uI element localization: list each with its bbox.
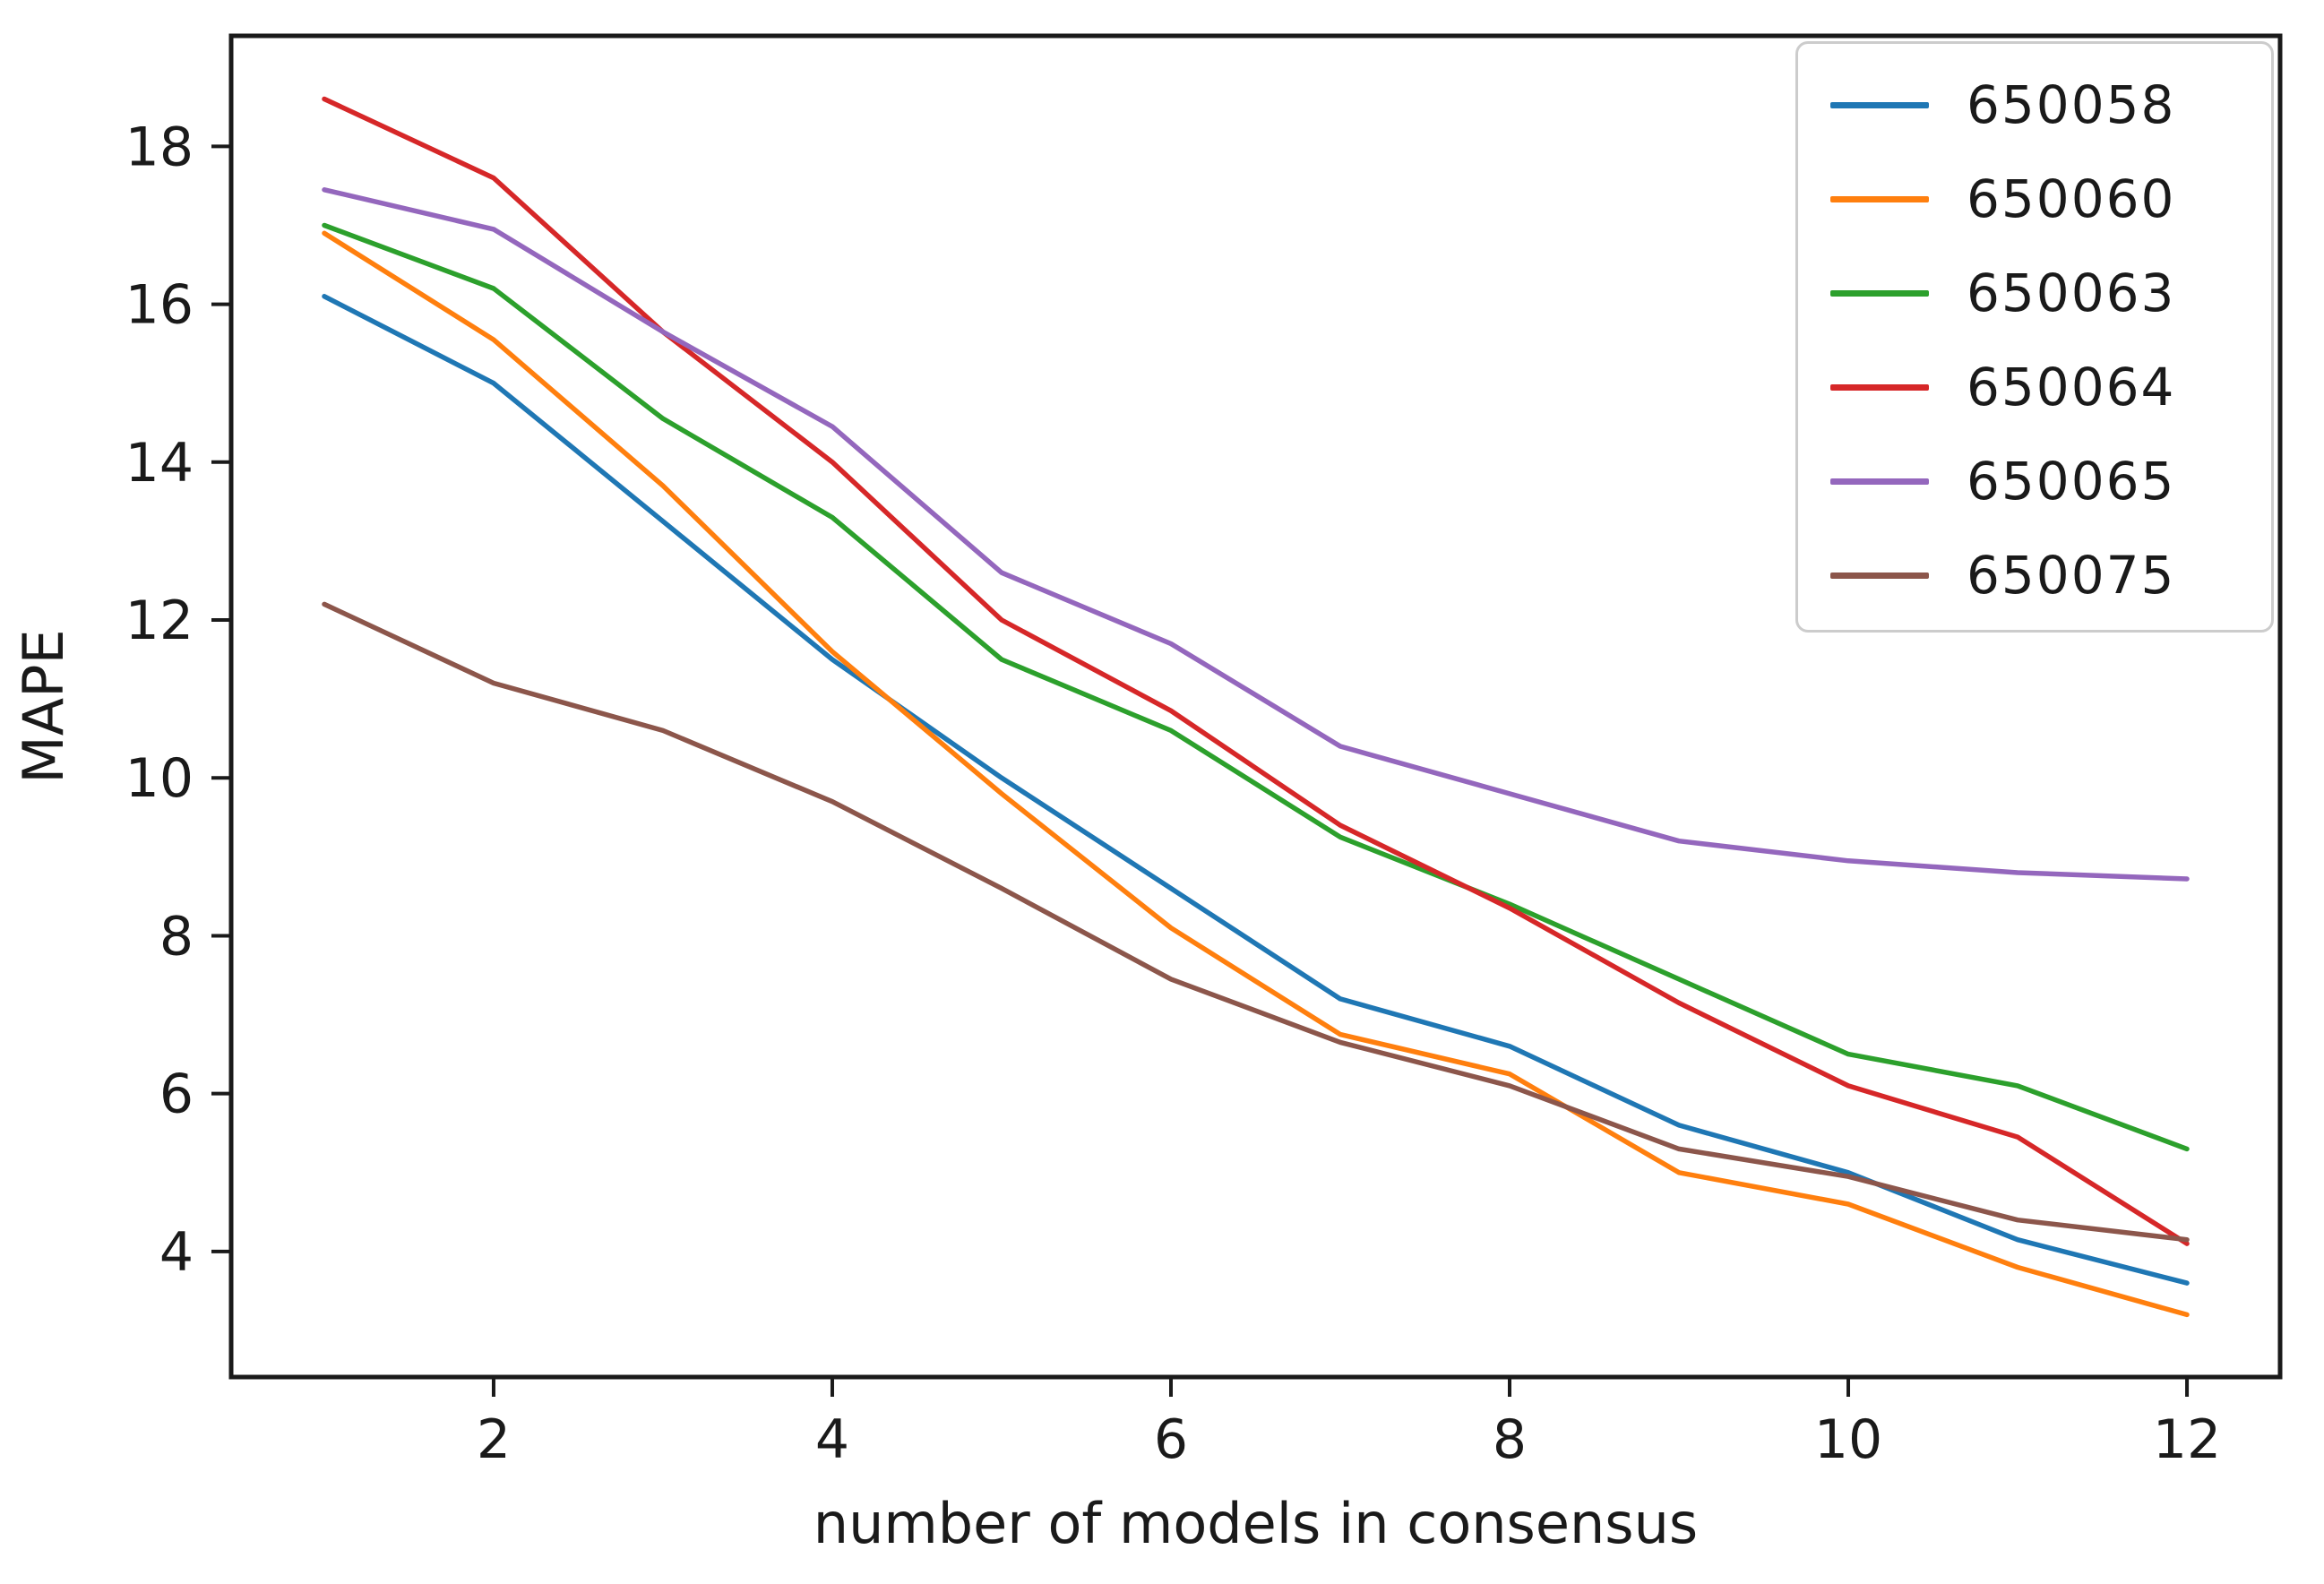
y-tick-label: 6 (159, 1063, 194, 1126)
legend-entry-650065: 650065 (1798, 436, 2271, 526)
legend-entry-650075: 650075 (1798, 530, 2271, 620)
x-tick-label: 8 (1493, 1408, 1527, 1471)
x-tick-label: 10 (1814, 1408, 1882, 1471)
legend-label: 650075 (1967, 545, 2176, 606)
y-tick-label: 10 (125, 747, 194, 810)
legend-swatch-650065 (1830, 478, 1929, 485)
x-tick-label: 6 (1154, 1408, 1188, 1471)
x-axis-title: number of models in consensus (813, 1491, 1698, 1556)
series-line-650063 (322, 222, 2190, 1152)
legend-swatch-650063 (1830, 289, 1929, 297)
x-tick-label: 4 (815, 1408, 849, 1471)
x-tick-label: 2 (477, 1408, 511, 1471)
legend-entry-650058: 650058 (1798, 60, 2271, 150)
legend-label: 650064 (1967, 357, 2176, 418)
axes-spines (228, 33, 2283, 1380)
legend-label: 650065 (1967, 451, 2176, 512)
legend-entry-650063: 650063 (1798, 248, 2271, 338)
y-tick-label: 4 (159, 1221, 194, 1284)
legend-label: 650063 (1967, 263, 2176, 323)
legend-entry-650064: 650064 (1798, 342, 2271, 432)
legend-swatch-650075 (1830, 572, 1929, 579)
legend-swatch-650064 (1830, 383, 1929, 391)
legend-swatch-650058 (1830, 101, 1929, 108)
legend-label: 650058 (1967, 74, 2176, 135)
series-line-650065 (322, 187, 2190, 882)
y-tick-label: 14 (125, 432, 194, 495)
y-tick-label: 12 (125, 590, 194, 652)
legend-label: 650060 (1967, 168, 2176, 229)
legend-swatch-650060 (1830, 195, 1929, 202)
y-tick-label: 8 (159, 905, 194, 968)
y-axis-title: MAPE (11, 629, 76, 783)
series-line-650075 (322, 601, 2190, 1243)
x-tick-label: 12 (2153, 1408, 2221, 1471)
series-line-650060 (322, 230, 2190, 1318)
y-tick-label: 18 (125, 116, 194, 178)
legend-box: 650058 650060 650063 650064 650065 650075 (1795, 41, 2274, 633)
y-tick-label: 16 (125, 274, 194, 337)
series-line-650064 (322, 96, 2190, 1246)
legend-entry-650060: 650060 (1798, 154, 2271, 244)
